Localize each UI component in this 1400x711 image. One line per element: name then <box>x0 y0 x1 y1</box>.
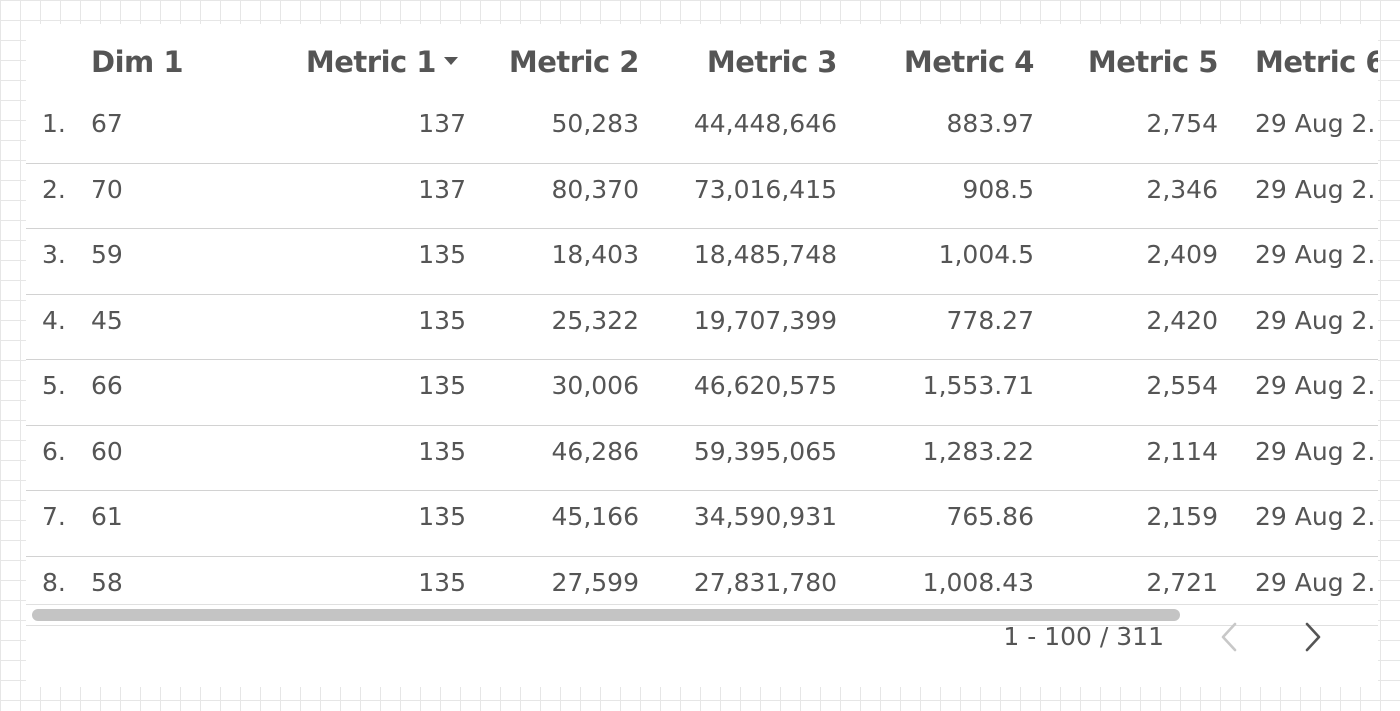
cell-metric-3: 46,620,575 <box>693 371 837 400</box>
cell-metric-4: 883.97 <box>946 109 1034 138</box>
cell-dim-1: 60 <box>91 436 123 466</box>
cell-metric-6: 29 Aug 2. <box>1255 174 1376 204</box>
table-row[interactable]: 8. 58 135 27,599 27,831,780 1,008.43 2,721 29 A… <box>26 557 1378 605</box>
cell-metric-4: 1,553.71 <box>922 371 1034 400</box>
cell-metric-2: 25,322 <box>551 305 639 335</box>
cell-metric-3: 19,707,399 <box>693 305 837 335</box>
horizontal-scrollbar[interactable] <box>26 604 1378 626</box>
header-metric-6[interactable]: Metric 6 <box>1255 45 1378 79</box>
header-metric-3[interactable]: Metric 3 <box>706 45 838 79</box>
table-row[interactable]: 7. 61 135 45,166 34,590,931 765.86 2,159 29 Aug… <box>26 491 1378 557</box>
cell-metric-4: 1,004.5 <box>938 240 1034 269</box>
cell-metric-2: 30,006 <box>551 371 639 400</box>
row-index: 3. <box>42 240 66 269</box>
cell-metric-6: 29 Aug 2. <box>1255 109 1376 138</box>
cell-metric-2: 27,599 <box>551 567 639 597</box>
cell-metric-3: 73,016,415 <box>693 174 837 204</box>
table-row[interactable]: 3. 59 135 18,403 18,485,748 1,004.5 2,409 29 Au… <box>26 229 1378 295</box>
cell-metric-6: 29 Aug 2. <box>1255 305 1376 335</box>
cell-metric-1: 135 <box>418 305 466 335</box>
table-row[interactable]: 2. 70 137 80,370 73,016,415 908.5 2,346 29 Aug … <box>26 164 1378 229</box>
row-index: 7. <box>42 502 66 531</box>
previous-page-button[interactable] <box>1210 617 1250 657</box>
cell-metric-5: 2,721 <box>1146 567 1218 597</box>
cell-dim-1: 70 <box>91 174 123 204</box>
cell-metric-6: 29 Aug 2. <box>1255 502 1376 531</box>
cell-dim-1: 59 <box>91 240 123 269</box>
next-page-button[interactable] <box>1292 617 1332 657</box>
sort-descending-icon <box>444 57 458 65</box>
pagination-label: 1 - 100 / 311 <box>1003 622 1164 651</box>
chevron-right-icon <box>1305 622 1321 652</box>
cell-metric-2: 45,166 <box>551 502 639 531</box>
header-metric-1[interactable]: Metric 1 <box>276 42 458 82</box>
cell-metric-1: 137 <box>418 174 466 204</box>
cell-metric-5: 2,346 <box>1146 174 1218 204</box>
cell-metric-4: 778.27 <box>946 305 1034 335</box>
header-metric-1-label: Metric 1 <box>305 45 437 79</box>
cell-metric-2: 50,283 <box>551 109 639 138</box>
header-metric-2[interactable]: Metric 2 <box>508 45 640 79</box>
table-viewport: Dim 1 Metric 1 Metric 2 Metric 3 Metric … <box>26 24 1378 604</box>
cell-dim-1: 45 <box>91 305 123 335</box>
cell-metric-4: 765.86 <box>946 502 1034 531</box>
cell-dim-1: 66 <box>91 371 123 400</box>
chevron-left-icon <box>1221 622 1237 652</box>
cell-dim-1: 58 <box>91 567 123 597</box>
row-index: 2. <box>42 174 66 204</box>
cell-metric-4: 1,283.22 <box>922 436 1034 466</box>
table-body: 1. 67 137 50,283 44,448,646 883.97 2,754 29 Aug… <box>26 98 1378 604</box>
row-index: 8. <box>42 567 66 597</box>
cell-metric-5: 2,554 <box>1146 371 1218 400</box>
cell-metric-1: 135 <box>418 436 466 466</box>
cell-metric-2: 18,403 <box>551 240 639 269</box>
table-header-row: Dim 1 Metric 1 Metric 2 Metric 3 Metric … <box>26 24 1378 98</box>
table-row[interactable]: 1. 67 137 50,283 44,448,646 883.97 2,754 29 Aug… <box>26 98 1378 164</box>
cell-metric-5: 2,114 <box>1146 436 1218 466</box>
cell-metric-5: 2,754 <box>1146 109 1218 138</box>
cell-metric-4: 908.5 <box>962 174 1034 204</box>
cell-metric-1: 135 <box>418 567 466 597</box>
cell-metric-5: 2,420 <box>1146 305 1218 335</box>
table-row[interactable]: 5. 66 135 30,006 46,620,575 1,553.71 2,554 29 A… <box>26 360 1378 426</box>
cell-metric-6: 29 Aug 2. <box>1255 371 1376 400</box>
cell-metric-3: 34,590,931 <box>693 502 837 531</box>
header-dim-1[interactable]: Dim 1 <box>91 45 184 79</box>
header-metric-4[interactable]: Metric 4 <box>903 45 1035 79</box>
cell-metric-5: 2,409 <box>1146 240 1218 269</box>
cell-metric-2: 80,370 <box>551 174 639 204</box>
cell-metric-6: 29 Aug 2. <box>1255 567 1376 597</box>
header-metric-5[interactable]: Metric 5 <box>1087 45 1219 79</box>
row-index: 5. <box>42 371 66 400</box>
cell-metric-3: 18,485,748 <box>693 240 837 269</box>
cell-metric-4: 1,008.43 <box>922 567 1034 597</box>
row-index: 4. <box>42 305 66 335</box>
row-index: 1. <box>42 109 66 138</box>
table-row[interactable]: 4. 45 135 25,322 19,707,399 778.27 2,420 29 Aug… <box>26 295 1378 360</box>
scrollbar-thumb[interactable] <box>32 609 1180 621</box>
cell-dim-1: 61 <box>91 502 123 531</box>
cell-metric-6: 29 Aug 2. <box>1255 240 1376 269</box>
cell-dim-1: 67 <box>91 109 123 138</box>
cell-metric-6: 29 Aug 2. <box>1255 436 1376 466</box>
cell-metric-1: 135 <box>418 371 466 400</box>
cell-metric-3: 27,831,780 <box>693 567 837 597</box>
cell-metric-1: 135 <box>418 240 466 269</box>
data-table-card: Dim 1 Metric 1 Metric 2 Metric 3 Metric … <box>26 24 1378 687</box>
cell-metric-2: 46,286 <box>551 436 639 466</box>
cell-metric-3: 59,395,065 <box>693 436 837 466</box>
table-row[interactable]: 6. 60 135 46,286 59,395,065 1,283.22 2,114 29 A… <box>26 426 1378 491</box>
row-index: 6. <box>42 436 66 466</box>
cell-metric-3: 44,448,646 <box>693 109 837 138</box>
cell-metric-1: 137 <box>418 109 466 138</box>
cell-metric-1: 135 <box>418 502 466 531</box>
cell-metric-5: 2,159 <box>1146 502 1218 531</box>
